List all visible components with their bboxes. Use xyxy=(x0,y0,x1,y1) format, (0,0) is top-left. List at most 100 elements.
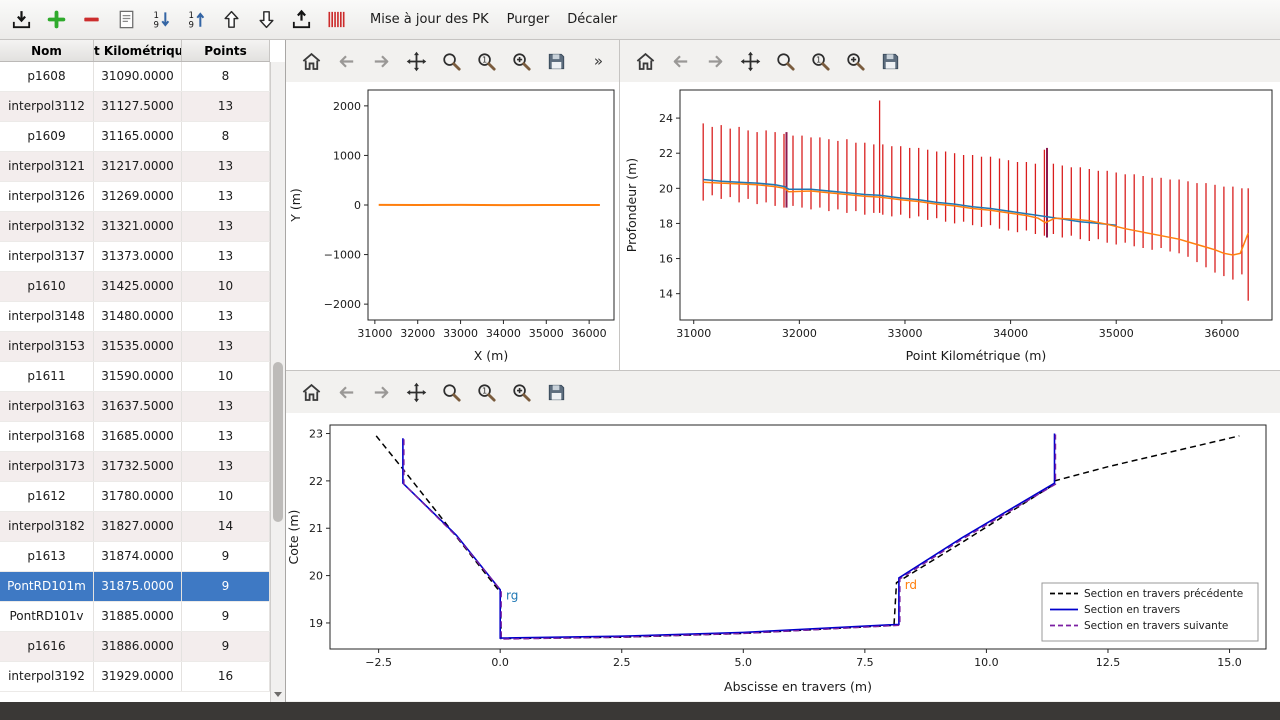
table-row[interactable]: p1608 31090.0000 8 xyxy=(0,62,270,92)
column-header-pk[interactable]: t Kilométriqu xyxy=(94,40,182,61)
table-row[interactable]: interpol3148 31480.0000 13 xyxy=(0,302,270,332)
scrollbar-down-arrow-icon[interactable] xyxy=(271,688,285,700)
zoom-one-icon[interactable]: 1 xyxy=(473,48,500,75)
svg-text:−2.5: −2.5 xyxy=(365,656,392,669)
pan-icon[interactable] xyxy=(737,48,764,75)
svg-text:16: 16 xyxy=(659,253,673,266)
row-nom: interpol3148 xyxy=(0,302,94,331)
import-icon[interactable] xyxy=(6,5,36,35)
svg-text:Section en travers précédente: Section en travers précédente xyxy=(1084,588,1243,600)
svg-text:Cote (m): Cote (m) xyxy=(286,510,301,565)
plan-toolbar: 1» xyxy=(286,40,619,82)
table-row[interactable]: interpol3173 31732.5000 13 xyxy=(0,452,270,482)
table-row[interactable]: interpol3153 31535.0000 13 xyxy=(0,332,270,362)
zoom-icon[interactable] xyxy=(438,379,465,406)
toolbar-overflow-chevron[interactable]: » xyxy=(593,52,603,70)
cross-section-panel: 1 −2.5 0.0 2.5 5.0 7.5 10.0 12.5 15.0 19 20 21 22 23… xyxy=(286,371,1280,702)
sections-table-panel: Nom t Kilométriqu Points p1608 31090.0000… xyxy=(0,40,286,702)
row-nom: PontRD101m xyxy=(0,572,94,601)
home-icon[interactable] xyxy=(632,48,659,75)
plan-view-canvas[interactable]: 31000 32000 33000 34000 35000 36000 −2000 −1000… xyxy=(286,82,619,370)
zoom-plus-icon[interactable] xyxy=(842,48,869,75)
cross-section-canvas[interactable]: −2.5 0.0 2.5 5.0 7.5 10.0 12.5 15.0 19 20 21 22 23 Ab… xyxy=(286,413,1280,701)
home-icon[interactable] xyxy=(298,48,325,75)
svg-text:36000: 36000 xyxy=(572,327,607,340)
forward-icon[interactable] xyxy=(368,379,395,406)
row-pk: 31269.0000 xyxy=(94,182,182,211)
export-icon[interactable] xyxy=(286,5,316,35)
zoom-icon[interactable] xyxy=(438,48,465,75)
forward-icon[interactable] xyxy=(368,48,395,75)
profile-toolbar: 1 xyxy=(620,40,1280,82)
save-icon[interactable] xyxy=(543,379,570,406)
table-row[interactable]: interpol3112 31127.5000 13 xyxy=(0,92,270,122)
save-icon[interactable] xyxy=(877,48,904,75)
row-pk: 31885.0000 xyxy=(94,602,182,631)
table-header: Nom t Kilométriqu Points xyxy=(0,40,270,62)
table-row[interactable]: p1609 31165.0000 8 xyxy=(0,122,270,152)
table-row[interactable]: interpol3192 31929.0000 16 xyxy=(0,662,270,692)
row-pk: 31874.0000 xyxy=(94,542,182,571)
save-icon[interactable] xyxy=(543,48,570,75)
table-row[interactable]: p1610 31425.0000 10 xyxy=(0,272,270,302)
remove-icon[interactable] xyxy=(76,5,106,35)
zoom-one-icon[interactable]: 1 xyxy=(473,379,500,406)
add-icon[interactable] xyxy=(41,5,71,35)
zoom-icon[interactable] xyxy=(772,48,799,75)
pan-icon[interactable] xyxy=(403,48,430,75)
menu-decaler[interactable]: Décaler xyxy=(567,12,618,27)
scrollbar-thumb[interactable] xyxy=(273,362,283,522)
back-icon[interactable] xyxy=(667,48,694,75)
svg-text:18: 18 xyxy=(659,217,673,230)
row-pk: 31425.0000 xyxy=(94,272,182,301)
pan-icon[interactable] xyxy=(403,379,430,406)
table-row[interactable]: interpol3163 31637.5000 13 xyxy=(0,392,270,422)
table-row[interactable]: p1611 31590.0000 10 xyxy=(0,362,270,392)
edit-icon[interactable] xyxy=(111,5,141,35)
table-row[interactable]: interpol3137 31373.0000 13 xyxy=(0,242,270,272)
table-row[interactable]: interpol3121 31217.0000 13 xyxy=(0,152,270,182)
svg-text:1: 1 xyxy=(153,11,158,21)
back-icon[interactable] xyxy=(333,379,360,406)
row-pk: 31590.0000 xyxy=(94,362,182,391)
table-row[interactable]: interpol3168 31685.0000 13 xyxy=(0,422,270,452)
menu-mise-a-jour-pk[interactable]: Mise à jour des PK xyxy=(370,12,489,27)
svg-text:1: 1 xyxy=(482,54,487,64)
longitudinal-profile-canvas[interactable]: 31000 32000 33000 34000 35000 36000 14 16 18 20 22… xyxy=(620,82,1280,370)
row-points: 9 xyxy=(182,542,270,571)
table-row[interactable]: PontRD101v 31885.0000 9 xyxy=(0,602,270,632)
row-nom: p1612 xyxy=(0,482,94,511)
row-nom: p1613 xyxy=(0,542,94,571)
svg-text:36000: 36000 xyxy=(1204,327,1239,340)
table-row[interactable]: PontRD101m 31875.0000 9 xyxy=(0,572,270,602)
home-icon[interactable] xyxy=(298,379,325,406)
back-icon[interactable] xyxy=(333,48,360,75)
table-scrollbar[interactable] xyxy=(270,62,285,702)
table-row[interactable]: interpol3126 31269.0000 13 xyxy=(0,182,270,212)
sections-icon[interactable] xyxy=(321,5,351,35)
zoom-plus-icon[interactable] xyxy=(508,48,535,75)
forward-icon[interactable] xyxy=(702,48,729,75)
menu-purger[interactable]: Purger xyxy=(506,12,550,27)
row-points: 13 xyxy=(182,92,270,121)
svg-text:2.5: 2.5 xyxy=(613,656,631,669)
move-down-icon[interactable] xyxy=(251,5,281,35)
column-header-nom[interactable]: Nom xyxy=(0,40,94,61)
svg-text:35000: 35000 xyxy=(1099,327,1134,340)
table-row[interactable]: p1616 31886.0000 9 xyxy=(0,632,270,662)
table-row[interactable]: interpol3182 31827.0000 14 xyxy=(0,512,270,542)
plan-view-panel: 1» 31000 32000 33000 34000 35000 36000 −2000 −1… xyxy=(286,40,620,371)
table-row[interactable]: p1612 31780.0000 10 xyxy=(0,482,270,512)
zoom-plus-icon[interactable] xyxy=(508,379,535,406)
zoom-one-icon[interactable]: 1 xyxy=(807,48,834,75)
row-nom: interpol3112 xyxy=(0,92,94,121)
move-up-icon[interactable] xyxy=(216,5,246,35)
column-header-points[interactable]: Points xyxy=(182,40,270,61)
svg-text:0: 0 xyxy=(354,199,361,212)
row-nom: interpol3163 xyxy=(0,392,94,421)
row-points: 9 xyxy=(182,602,270,631)
table-row[interactable]: interpol3132 31321.0000 13 xyxy=(0,212,270,242)
table-row[interactable]: p1613 31874.0000 9 xyxy=(0,542,270,572)
